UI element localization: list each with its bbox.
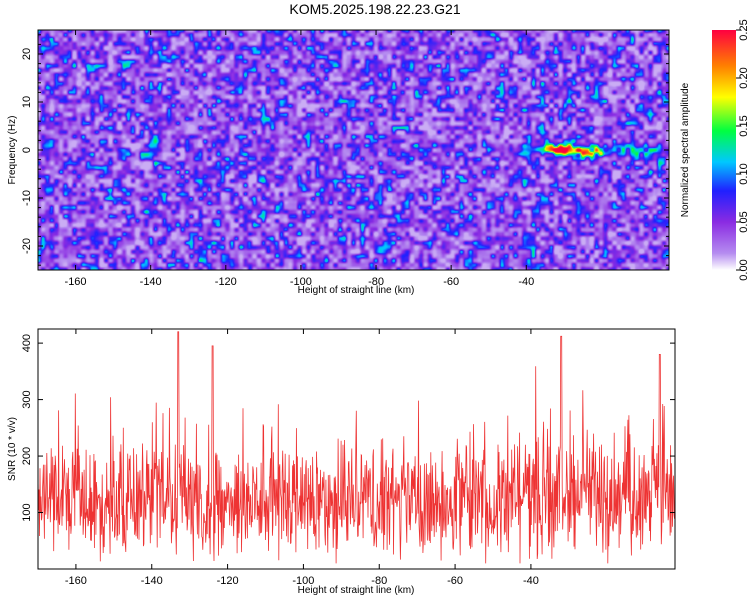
x-tick-label: -140	[140, 276, 162, 288]
spectrogram-heatmap	[38, 30, 669, 270]
chart-title: KOM5.2025.198.22.23.G21	[289, 1, 460, 17]
y-tick-label: -10	[21, 190, 33, 206]
x-tick-label: -120	[217, 575, 239, 587]
colorbar-label: Normalized spectral amplitude	[680, 82, 691, 217]
colorbar-ticks: 0.25 0.20 0.15 0.10 0.05 0.00	[736, 19, 750, 281]
x-tick-label: -60	[447, 575, 463, 587]
x-tick-label: -100	[292, 575, 314, 587]
colorbar-tick-label: 0.05	[738, 211, 750, 232]
colorbar-tick-label: 0.20	[738, 67, 750, 88]
x-tick-label: -140	[141, 575, 163, 587]
x-tick-label: -120	[215, 276, 237, 288]
colorbar-tick-label: 0.00	[738, 259, 750, 280]
snr-x-label: Height of straight line (km)	[298, 585, 415, 596]
snr-series	[38, 331, 675, 564]
colorbar: 0.25 0.20 0.15 0.10 0.05 0.00 Normalized spec…	[680, 19, 750, 280]
y-tick-label: 400	[21, 334, 33, 352]
snr-line	[38, 331, 675, 564]
x-tick-label: -160	[65, 276, 87, 288]
x-tick-label: -40	[523, 575, 539, 587]
snr-x-ticks: -160 -140 -120 -100 -80 -60 -40	[65, 329, 539, 587]
spectrogram-x-label: Height of straight line (km)	[298, 285, 415, 296]
spectrogram-panel: -160 -140 -120 -100 -80 -60 -40 20 10 0 -10 -20 He…	[7, 29, 670, 296]
x-tick-label: -160	[65, 575, 87, 587]
x-tick-label: -60	[443, 276, 459, 288]
y-tick-label: 10	[21, 96, 33, 108]
y-tick-label: 100	[21, 503, 33, 521]
x-tick-label: -80	[368, 276, 384, 288]
spectrogram-y-label: Frequency (Hz)	[7, 116, 18, 185]
colorbar-gradient	[712, 30, 736, 270]
colorbar-tick-label: 0.15	[738, 115, 750, 136]
colorbar-tick-label: 0.10	[738, 163, 750, 184]
x-tick-label: -100	[290, 276, 312, 288]
x-tick-label: -80	[371, 575, 387, 587]
spectrogram-x-ticks: -160 -140 -120 -100 -80 -60 -40	[65, 30, 534, 288]
colorbar-tick-label: 0.25	[738, 19, 750, 40]
y-tick-label: -20	[21, 238, 33, 254]
spectrogram-y-ticks: 20 10 0 -10 -20	[21, 34, 669, 266]
snr-y-label: SNR (10 * v/v)	[7, 417, 18, 481]
y-tick-label: 0	[21, 147, 33, 153]
snr-frame	[37, 328, 676, 570]
snr-y-ticks: 400 300 200 100	[21, 334, 675, 522]
x-tick-label: -40	[518, 276, 534, 288]
y-tick-label: 200	[21, 447, 33, 465]
snr-panel: -160 -140 -120 -100 -80 -60 -40 400 300 200 100 H…	[7, 328, 676, 596]
y-tick-label: 300	[21, 390, 33, 408]
y-tick-label: 20	[21, 48, 33, 60]
